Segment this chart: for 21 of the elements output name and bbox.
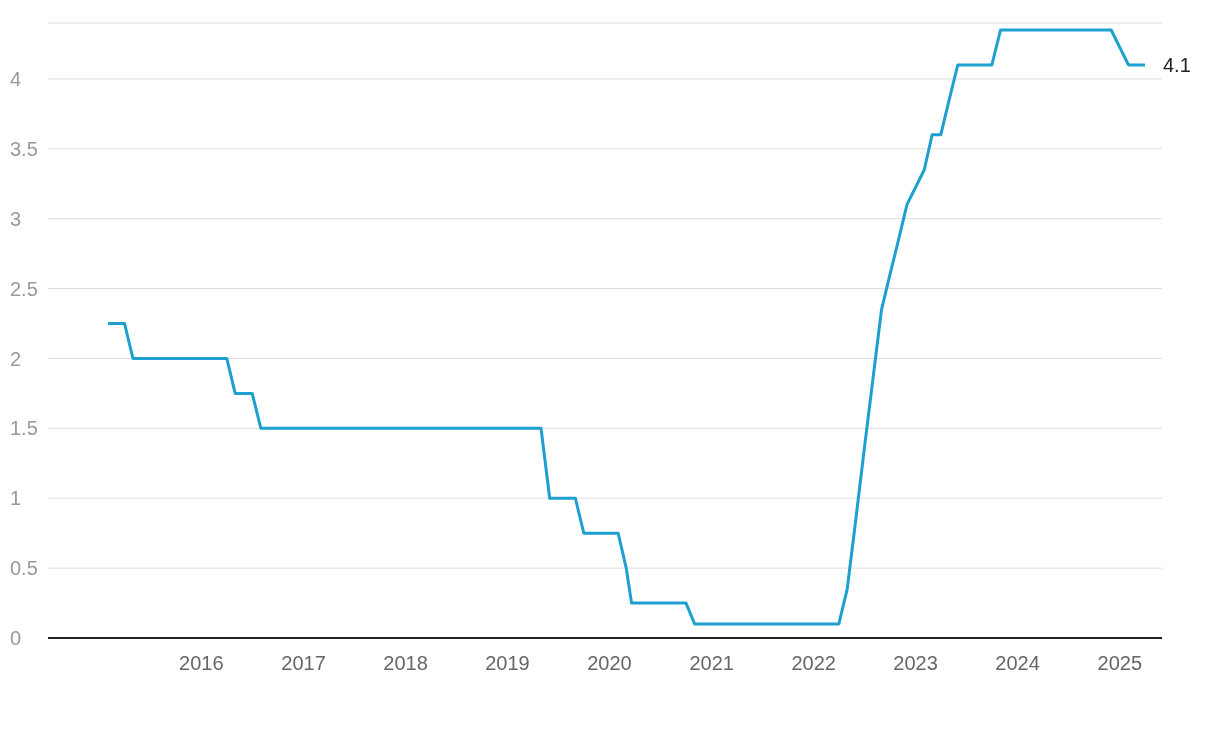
y-tick-label: 2.5 bbox=[10, 277, 38, 300]
x-tick-label: 2019 bbox=[485, 652, 530, 675]
y-tick-label: 2 bbox=[10, 347, 22, 370]
x-tick-label: 2016 bbox=[179, 652, 224, 675]
y-tick-label: 1 bbox=[10, 487, 22, 510]
y-tick-label: 3 bbox=[10, 207, 22, 230]
x-tick-label: 2020 bbox=[587, 652, 632, 675]
y-tick-label: 4 bbox=[10, 68, 22, 91]
y-tick-label: 0 bbox=[10, 627, 22, 650]
x-tick-label: 2021 bbox=[689, 652, 734, 675]
x-tick-label: 2022 bbox=[791, 652, 836, 675]
y-tick-label: 3.5 bbox=[10, 137, 38, 160]
x-tick-label: 2017 bbox=[281, 652, 326, 675]
x-tick-label: 2018 bbox=[383, 652, 428, 675]
y-tick-label: 0.5 bbox=[10, 557, 38, 580]
x-tick-label: 2024 bbox=[995, 652, 1040, 675]
y-tick-label: 1.5 bbox=[10, 417, 38, 440]
x-tick-label: 2025 bbox=[1097, 652, 1143, 675]
line-series bbox=[106, 28, 1147, 626]
data-label: 4.1 bbox=[1162, 53, 1191, 76]
x-tick-label: 2023 bbox=[893, 652, 938, 675]
